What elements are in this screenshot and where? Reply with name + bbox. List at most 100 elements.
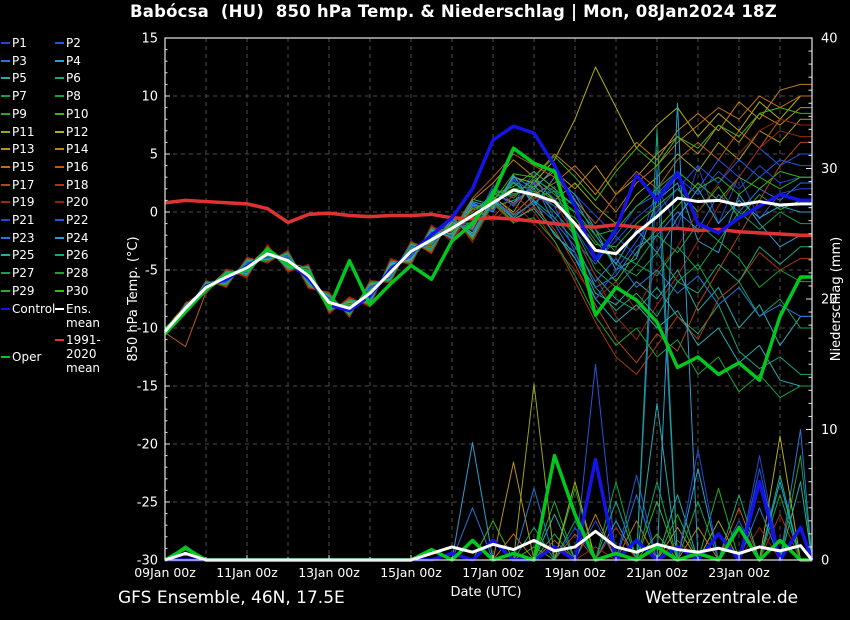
tick-label-left: -30 — [137, 554, 158, 569]
series-precip-P27 — [165, 500, 812, 561]
legend-swatch-p4 — [55, 59, 64, 62]
tick-label-right: 0 — [821, 554, 829, 569]
legend-swatch-p2 — [55, 42, 64, 44]
legend-label-p4: P4 — [66, 53, 81, 68]
legend-item-p18: P18 — [55, 178, 89, 192]
legend-label-p21: P21 — [12, 213, 35, 227]
tick-label-left: 5 — [150, 148, 158, 163]
legend-item-p29: P29 — [1, 284, 35, 298]
tick-label-right: 40 — [821, 32, 838, 47]
legend-swatch-p28 — [55, 272, 64, 275]
legend-swatch-p26 — [55, 254, 64, 257]
legend-swatch-climate — [55, 339, 64, 341]
tick-label-left: -20 — [137, 438, 158, 453]
legend-item-p9: P9 — [1, 107, 27, 121]
legend-item-p4: P4 — [55, 54, 81, 68]
legend-label-p29: P29 — [12, 283, 35, 298]
legend-label-control: Control — [12, 301, 56, 316]
legend-label-p26: P26 — [66, 248, 89, 263]
legend-swatch-p27 — [1, 272, 10, 275]
legend-label-p3: P3 — [12, 53, 27, 68]
legend-swatch-control — [1, 307, 10, 310]
legend-swatch-p24 — [55, 236, 64, 239]
legend-swatch-p15 — [1, 165, 10, 168]
legend-swatch-p1 — [1, 42, 10, 44]
y-left-axis-title: 850 hPa Temp. (°C) — [126, 236, 141, 361]
tick-label-date: 23Jan 00z — [708, 565, 770, 580]
legend-swatch-p17 — [1, 183, 10, 186]
legend-swatch-p6 — [55, 77, 64, 80]
legend-item-p7: P7 — [1, 89, 27, 103]
tick-label-left: -25 — [137, 496, 158, 511]
legend-label-p17: P17 — [12, 177, 35, 192]
legend-swatch-p3 — [1, 59, 10, 62]
legend-item-p27: P27 — [1, 266, 35, 280]
legend-swatch-p23 — [1, 236, 10, 239]
legend-swatch-p16 — [55, 165, 64, 168]
legend-item-p14: P14 — [55, 142, 89, 156]
legend-swatch-p18 — [55, 183, 64, 186]
legend-item-climate: 1991-2020 mean — [55, 333, 117, 375]
legend-item-ens-mean: Ens. mean — [55, 302, 118, 330]
legend-label-p14: P14 — [66, 142, 89, 157]
legend-label-p30: P30 — [66, 283, 89, 298]
tick-label-date: 09Jan 00z — [134, 565, 196, 580]
legend-label-p22: P22 — [66, 213, 89, 227]
legend-swatch-p10 — [55, 112, 64, 115]
tick-label-date: 11Jan 00z — [216, 565, 278, 580]
tick-label-right: 10 — [821, 423, 838, 438]
legend-swatch-p29 — [1, 289, 10, 292]
legend-label-climate: 1991-2020 mean — [66, 333, 101, 375]
legend: P1 P2 P3 P4 P5 P6 P7 P8 P9 P10 P11 P12 P13 P14 P15 P16 P… — [0, 0, 118, 420]
legend-label-p9: P9 — [12, 106, 27, 121]
legend-item-p3: P3 — [1, 54, 27, 68]
legend-swatch-p11 — [1, 130, 10, 133]
legend-item-p23: P23 — [1, 231, 35, 245]
legend-item-p8: P8 — [55, 89, 81, 103]
legend-item-p15: P15 — [1, 160, 35, 174]
legend-item-p1: P1 — [1, 36, 27, 50]
legend-label-p1: P1 — [12, 36, 27, 50]
tick-label-left: 0 — [150, 206, 158, 221]
series-temp-P5 — [164, 197, 812, 346]
legend-label-p5: P5 — [12, 71, 27, 86]
legend-item-p2: P2 — [55, 36, 81, 50]
legend-swatch-p22 — [55, 219, 64, 221]
legend-item-p12: P12 — [55, 125, 89, 139]
legend-item-p11: P11 — [1, 125, 35, 139]
legend-label-p23: P23 — [12, 230, 35, 245]
legend-item-p22: P22 — [55, 213, 89, 227]
legend-label-p13: P13 — [12, 142, 35, 157]
legend-swatch-ens-mean — [55, 307, 64, 310]
legend-label-p24: P24 — [66, 230, 89, 245]
tick-label-left: -5 — [145, 264, 158, 279]
legend-label-p18: P18 — [66, 177, 89, 192]
legend-swatch-p12 — [55, 130, 64, 133]
legend-label-p19: P19 — [12, 195, 35, 210]
legend-swatch-p5 — [1, 77, 10, 80]
source-watermark: Wetterzentrale.de — [645, 588, 799, 608]
legend-label-p8: P8 — [66, 89, 81, 104]
legend-label-p28: P28 — [66, 266, 89, 281]
legend-swatch-oper — [1, 356, 10, 358]
legend-item-p5: P5 — [1, 71, 27, 85]
y-right-axis-title: Niederschlag (mm) — [829, 237, 844, 362]
tick-label-right: 30 — [821, 162, 838, 177]
legend-label-oper: Oper — [12, 350, 42, 364]
tick-label-right: 20 — [821, 293, 838, 308]
tick-label-left: -10 — [137, 322, 158, 337]
legend-item-p19: P19 — [1, 195, 35, 209]
series-precip-P2 — [165, 363, 812, 561]
legend-item-p10: P10 — [55, 107, 89, 121]
legend-item-p26: P26 — [55, 248, 89, 262]
tick-label-date: 21Jan 00z — [626, 565, 688, 580]
legend-item-p28: P28 — [55, 266, 89, 280]
legend-label-p10: P10 — [66, 106, 89, 121]
legend-item-p30: P30 — [55, 284, 89, 298]
legend-label-p25: P25 — [12, 248, 35, 263]
series-temp-P19 — [164, 130, 812, 341]
tick-label-date: 15Jan 00z — [380, 565, 442, 580]
tick-label-left: 15 — [141, 32, 158, 47]
tick-label-date: 13Jan 00z — [298, 565, 360, 580]
